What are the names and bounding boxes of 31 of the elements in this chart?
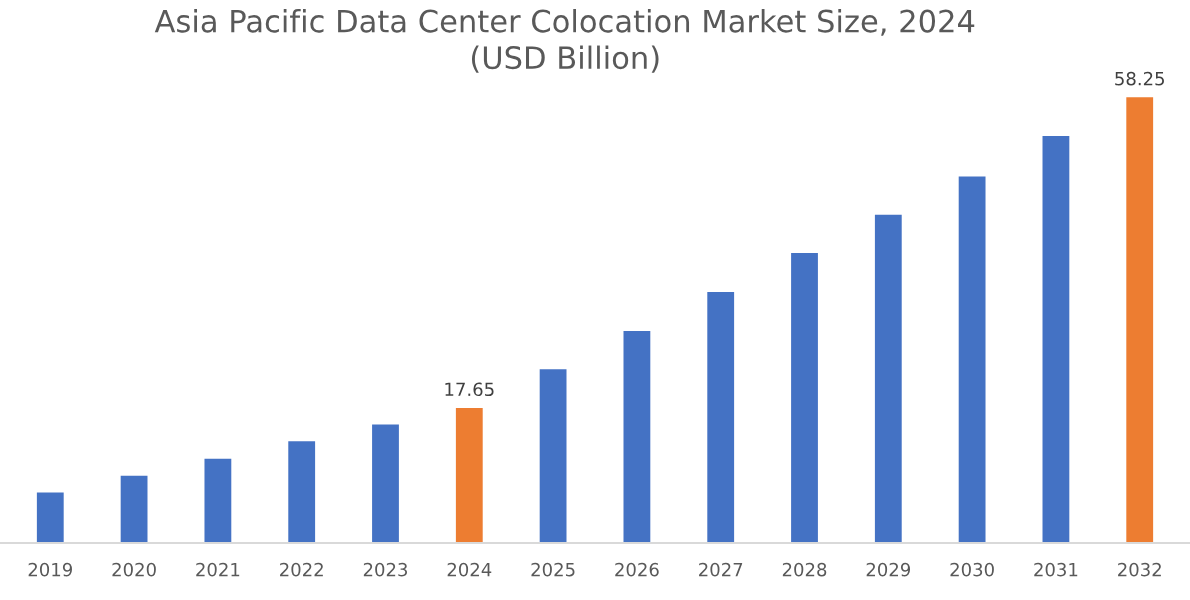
bar <box>539 369 567 543</box>
x-tick-label: 2028 <box>782 562 827 577</box>
bar <box>288 441 316 543</box>
bar <box>791 253 818 543</box>
x-tick-label: 2026 <box>615 562 659 577</box>
chart-title: Asia Pacific Data Center Colocation Market Size, 2024 (USD Billion) <box>154 9 975 73</box>
x-tick-label: 2024 <box>447 562 492 577</box>
x-tick-label: 2029 <box>866 562 911 577</box>
bar <box>204 458 232 543</box>
x-tick-label: 2032 <box>1118 562 1161 577</box>
bar <box>36 492 64 543</box>
x-tick-label: 2020 <box>112 562 156 577</box>
x-tick-label: 2025 <box>531 562 575 577</box>
x-tick-label: 2023 <box>363 562 408 577</box>
bar <box>958 176 986 543</box>
x-tick-label: 2019 <box>28 562 72 577</box>
bar <box>120 475 148 543</box>
x-tick-label: 2022 <box>280 562 323 577</box>
bar <box>874 214 902 543</box>
bar <box>455 407 483 543</box>
data-label: 17.65 <box>445 382 494 397</box>
x-tick-label: 2031 <box>1034 562 1078 577</box>
bar <box>1126 97 1154 543</box>
bar <box>1042 135 1070 543</box>
bar <box>707 292 735 543</box>
x-tick-label: 2027 <box>699 562 743 577</box>
data-label: 58.25 <box>1115 71 1164 86</box>
x-tick-label: 2021 <box>196 562 240 577</box>
bar <box>623 331 651 543</box>
bar <box>372 424 399 543</box>
x-tick-label: 2030 <box>950 562 994 577</box>
